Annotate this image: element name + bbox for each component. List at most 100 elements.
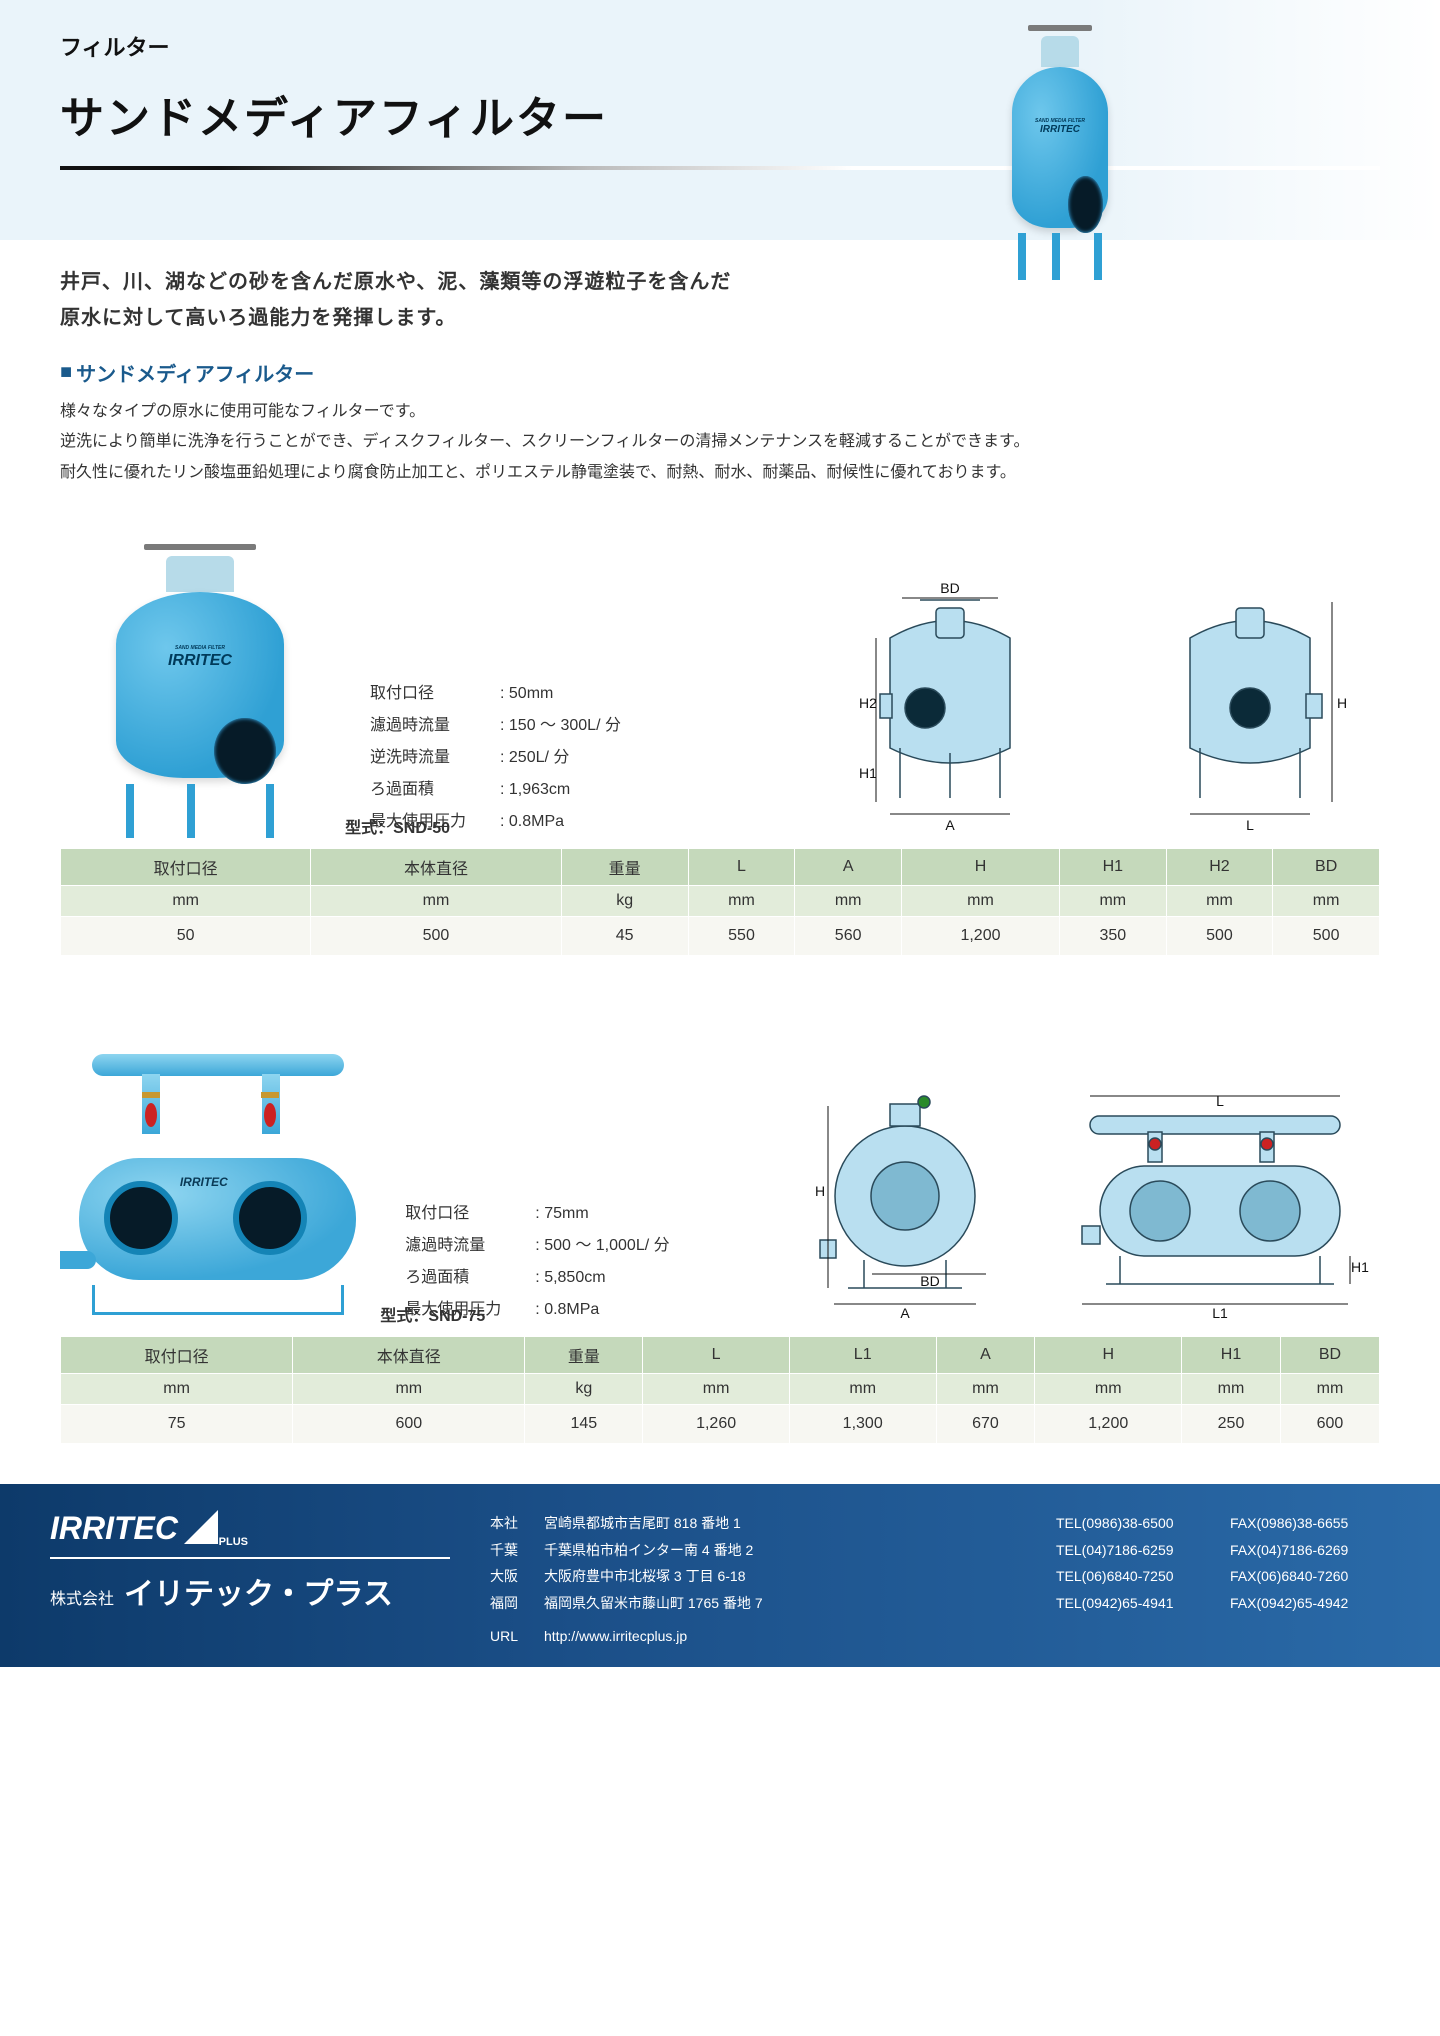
col-unit: mm — [1059, 886, 1166, 917]
loc-fax: FAX(0986)38-6655 — [1230, 1510, 1390, 1537]
spec-line: 取付口径75mm — [405, 1198, 760, 1230]
company-prefix: 株式会社 — [50, 1585, 114, 1609]
col-unit: mm — [61, 1374, 293, 1405]
cell: 550 — [688, 917, 795, 956]
col-header: H — [1035, 1337, 1182, 1374]
col-unit: kg — [525, 1374, 643, 1405]
hero-product-image: SAND MEDIA FILTER IRRITEC — [980, 20, 1140, 280]
col-header: 取付口径 — [61, 1337, 293, 1374]
loc-addr: 大阪府豊中市北桜塚 3 丁目 6-18 — [544, 1563, 1042, 1590]
col-unit: mm — [1182, 1374, 1281, 1405]
col-header: A — [795, 849, 902, 886]
cell: 350 — [1059, 917, 1166, 956]
lead-line-2: 原水に対して高いろ過能力を発揮します。 — [60, 300, 1380, 336]
footer-logo: IRRITEC PLUS — [50, 1510, 450, 1559]
col-header: BD — [1280, 1337, 1379, 1374]
footer-brand: IRRITEC PLUS 株式会社 イリテック・プラス — [50, 1510, 450, 1613]
cell: 500 — [1166, 917, 1273, 956]
page: IRRITEC PLUS フィルター サンドメディアフィルター SAND MED… — [0, 0, 1440, 1667]
loc-tel: TEL(04)7186-6259 — [1056, 1537, 1216, 1564]
footer-logo-plus-label: PLUS — [219, 1536, 248, 1548]
hero-supertitle: フィルター — [60, 30, 1380, 62]
cell: 1,260 — [643, 1405, 790, 1444]
spec-key: 濾過時流量 — [370, 710, 500, 742]
col-header: H — [901, 849, 1059, 886]
loc-tel: TEL(0986)38-6500 — [1056, 1510, 1216, 1537]
loc-addr: 福岡県久留米市藤山町 1765 番地 7 — [544, 1590, 1042, 1617]
col-unit: mm — [795, 886, 902, 917]
product-photo: SAND MEDIA FILTER IRRITEC 型式：SND-50 — [60, 538, 340, 838]
cell: 1,300 — [789, 1405, 936, 1444]
spec-val: 1,963cm — [500, 774, 570, 806]
col-header: 重量 — [561, 849, 688, 886]
tank-icon: SAND MEDIA FILTER IRRITEC — [60, 538, 340, 838]
product-row: IRRITEC 型式：SND-75 取付口径75mm 濾過時流量500 〜 1,… — [60, 1006, 1380, 1326]
col-unit: mm — [789, 1374, 936, 1405]
col-header: 本体直径 — [311, 849, 561, 886]
svg-text:A: A — [900, 1305, 910, 1321]
loc-label: 大阪 — [490, 1563, 530, 1590]
cell: 250 — [1182, 1405, 1281, 1444]
col-unit: mm — [643, 1374, 790, 1405]
col-header: L — [688, 849, 795, 886]
svg-text:H1: H1 — [1351, 1259, 1369, 1275]
lead-line-1: 井戸、川、湖などの砂を含んだ原水や、泥、藻類等の浮遊粒子を含んだ — [60, 264, 1380, 300]
location-row: 大阪 大阪府豊中市北桜塚 3 丁目 6-18 TEL(06)6840-7250 … — [490, 1563, 1390, 1590]
cell: 560 — [795, 917, 902, 956]
svg-text:H1: H1 — [859, 765, 877, 781]
cell: 145 — [525, 1405, 643, 1444]
model-prefix: 型式： — [380, 1308, 428, 1325]
section-heading: ■ サンドメディアフィルター — [0, 346, 1440, 387]
location-row: 千葉 千葉県柏市柏インター南 4 番地 2 TEL(04)7186-6259 F… — [490, 1537, 1390, 1564]
cell: 45 — [561, 917, 688, 956]
location-row: 本社 宮崎県都城市吉尾町 818 番地 1 TEL(0986)38-6500 F… — [490, 1510, 1390, 1537]
loc-addr: 千葉県柏市柏インター南 4 番地 2 — [544, 1537, 1042, 1564]
col-unit: mm — [1166, 886, 1273, 917]
col-unit: mm — [901, 886, 1059, 917]
tank-label-brand: IRRITEC — [1025, 124, 1095, 135]
drawing-front: BD A H2 H1 — [820, 578, 1080, 838]
hero-band: フィルター サンドメディアフィルター SAND MEDIA FILTER IRR… — [0, 0, 1440, 240]
spec-line: ろ過面積1,963cm — [370, 774, 730, 806]
tank-label-brand: IRRITEC — [180, 1175, 228, 1189]
product-row: SAND MEDIA FILTER IRRITEC 型式：SND-50 取付口径… — [60, 518, 1380, 838]
model-label: 型式：SND-50 — [345, 814, 450, 838]
col-header: A — [936, 1337, 1035, 1374]
col-unit: mm — [293, 1374, 525, 1405]
spec-val: 75mm — [535, 1198, 588, 1230]
svg-text:L: L — [1246, 817, 1254, 833]
cell: 75 — [61, 1405, 293, 1444]
spec-val: 0.8MPa — [500, 806, 564, 838]
spec-key: 逆洗時流量 — [370, 742, 500, 774]
col-header: H2 — [1166, 849, 1273, 886]
col-header: BD — [1273, 849, 1380, 886]
footer-logo-plus-icon: PLUS — [184, 1510, 218, 1544]
square-icon: ■ — [60, 361, 72, 384]
col-unit: mm — [1273, 886, 1380, 917]
location-row: 福岡 福岡県久留米市藤山町 1765 番地 7 TEL(0942)65-4941… — [490, 1590, 1390, 1617]
svg-text:H: H — [815, 1183, 825, 1199]
spec-key: 濾過時流量 — [405, 1230, 535, 1262]
spec-list: 取付口径50mm 濾過時流量150 〜 300L/ 分 逆洗時流量250L/ 分… — [370, 668, 730, 838]
hero-rule — [60, 166, 1380, 170]
url-label: URL — [490, 1623, 530, 1650]
product-snd-50: SAND MEDIA FILTER IRRITEC 型式：SND-50 取付口径… — [0, 508, 1440, 966]
cell: 600 — [293, 1405, 525, 1444]
cell: 500 — [311, 917, 561, 956]
col-header: 重量 — [525, 1337, 643, 1374]
loc-fax: FAX(0942)65-4942 — [1230, 1590, 1390, 1617]
drawing-col: BD A H2 H1 — [760, 578, 1380, 838]
drawing-end: H BD A — [790, 1066, 1020, 1326]
col-unit: mm — [61, 886, 311, 917]
desc-line: 様々なタイプの原水に使用可能なフィルターです。 — [60, 397, 1380, 427]
svg-text:H2: H2 — [859, 695, 877, 711]
spec-val: 150 〜 300L/ 分 — [500, 710, 621, 742]
cell: 1,200 — [901, 917, 1059, 956]
tank-label-brand: IRRITEC — [138, 652, 261, 670]
cell: 1,200 — [1035, 1405, 1182, 1444]
col-header: H1 — [1059, 849, 1166, 886]
svg-text:L: L — [1216, 1093, 1224, 1109]
footer-locations: 本社 宮崎県都城市吉尾町 818 番地 1 TEL(0986)38-6500 F… — [490, 1510, 1390, 1649]
horizontal-tank-icon: IRRITEC — [60, 1036, 375, 1326]
lead-text: 井戸、川、湖などの砂を含んだ原水や、泥、藻類等の浮遊粒子を含んだ 原水に対して高… — [0, 240, 1440, 346]
